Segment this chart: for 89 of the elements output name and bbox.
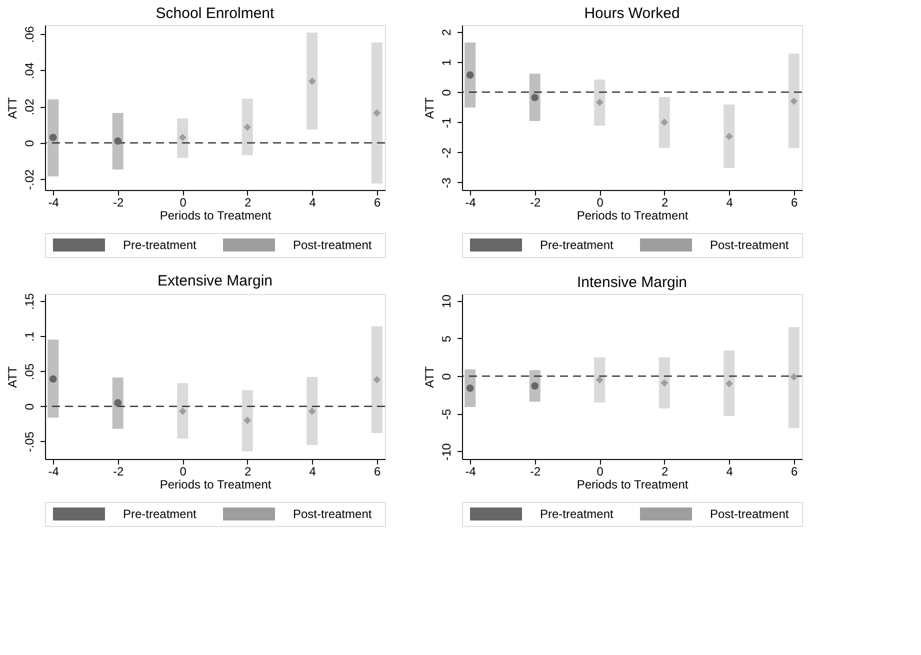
y-tick-label: 0: [440, 372, 454, 380]
x-axis-title: Periods to Treatment: [576, 208, 689, 222]
point: [596, 98, 604, 106]
x-tick-label: -2: [113, 196, 124, 210]
point: [790, 373, 798, 381]
point: [531, 382, 539, 390]
x-tick-label: -2: [530, 464, 542, 478]
x-tick-label: -4: [465, 196, 476, 210]
point: [308, 408, 316, 415]
point: [466, 384, 474, 392]
y-tick-label: 0: [22, 140, 36, 147]
point: [373, 376, 381, 384]
y-tick-label: .05: [22, 363, 36, 380]
point: [178, 134, 186, 142]
x-tick-label: 4: [309, 196, 316, 210]
y-tick-label: -.02: [22, 168, 36, 190]
y-tick-label: -1: [440, 117, 454, 128]
legend-label: Pre-treatment: [540, 507, 614, 521]
y-tick-label: .04: [22, 62, 36, 80]
point: [725, 380, 733, 388]
y-tick-label: .1: [22, 331, 36, 342]
y-axis-title: ATT: [422, 365, 436, 388]
legend-label: Post-treatment: [710, 507, 790, 521]
legend-label: Pre-treatment: [123, 238, 198, 252]
y-tick-label: -.05: [22, 431, 36, 452]
chart-title: School Enrolment: [156, 5, 276, 22]
x-tick-label: 2: [244, 196, 252, 210]
x-tick-label: 4: [726, 196, 734, 210]
point: [114, 137, 122, 145]
y-tick-label: -3: [440, 177, 454, 188]
x-tick-label: 0: [596, 196, 604, 210]
x-tick-label: 0: [596, 464, 604, 478]
y-tick-label: 1: [440, 58, 454, 66]
y-tick-label: -10: [440, 442, 454, 461]
x-tick-label: -4: [48, 196, 60, 210]
y-axis-title: ATT: [6, 96, 20, 119]
x-tick-label: 2: [662, 464, 669, 478]
y-axis-title: ATT: [6, 365, 20, 388]
legend-label: Pre-treatment: [540, 238, 614, 252]
legend-label: Post-treatment: [293, 238, 372, 252]
x-axis-title: Periods to Treatment: [160, 208, 272, 222]
x-tick-label: 6: [374, 464, 382, 478]
legend-label: Post-treatment: [710, 238, 790, 252]
x-tick-label: -4: [48, 464, 60, 478]
point: [49, 375, 57, 383]
point: [596, 376, 604, 384]
x-tick-label: 0: [180, 196, 187, 210]
x-tick-label: -4: [465, 464, 476, 478]
x-tick-label: -2: [113, 464, 124, 478]
x-tick-label: 2: [244, 464, 252, 478]
chart-title: Extensive Margin: [157, 272, 273, 290]
y-axis-title: ATT: [422, 96, 436, 119]
x-tick-label: 2: [662, 196, 669, 210]
y-tick-label: -2: [440, 147, 454, 158]
point: [660, 118, 668, 126]
y-tick-label: .02: [22, 98, 36, 116]
x-tick-label: 4: [309, 464, 316, 478]
y-tick-label: .06: [22, 26, 36, 43]
chart-title: Hours Worked: [584, 5, 680, 22]
x-tick-label: 4: [726, 464, 734, 478]
point: [725, 132, 733, 140]
x-tick-label: 0: [180, 464, 187, 478]
y-tick-label: .15: [22, 292, 36, 310]
point: [373, 109, 381, 117]
legend-label: Post-treatment: [293, 507, 372, 521]
x-axis-title: Periods to Treatment: [160, 478, 272, 492]
point: [660, 379, 668, 387]
point: [178, 408, 186, 415]
chart-title: Intensive Margin: [576, 274, 688, 291]
point: [49, 134, 57, 142]
y-tick-label: 0: [22, 403, 36, 410]
x-axis-title: Periods to Treatment: [576, 478, 689, 492]
point: [244, 124, 252, 131]
point: [531, 94, 539, 102]
point: [114, 399, 122, 407]
x-tick-label: 6: [791, 196, 798, 210]
x-tick-label: 6: [791, 464, 798, 478]
legend-label: Pre-treatment: [123, 507, 198, 521]
point: [244, 416, 252, 424]
y-tick-label: 0: [440, 88, 454, 96]
y-tick-label: 5: [440, 335, 454, 342]
point: [466, 71, 474, 79]
y-tick-label: -5: [440, 408, 454, 420]
point: [790, 97, 798, 105]
y-tick-label: 10: [440, 294, 454, 308]
x-tick-label: -2: [530, 196, 542, 210]
y-tick-label: 2: [440, 28, 454, 36]
point: [308, 78, 316, 85]
x-tick-label: 6: [374, 196, 382, 210]
